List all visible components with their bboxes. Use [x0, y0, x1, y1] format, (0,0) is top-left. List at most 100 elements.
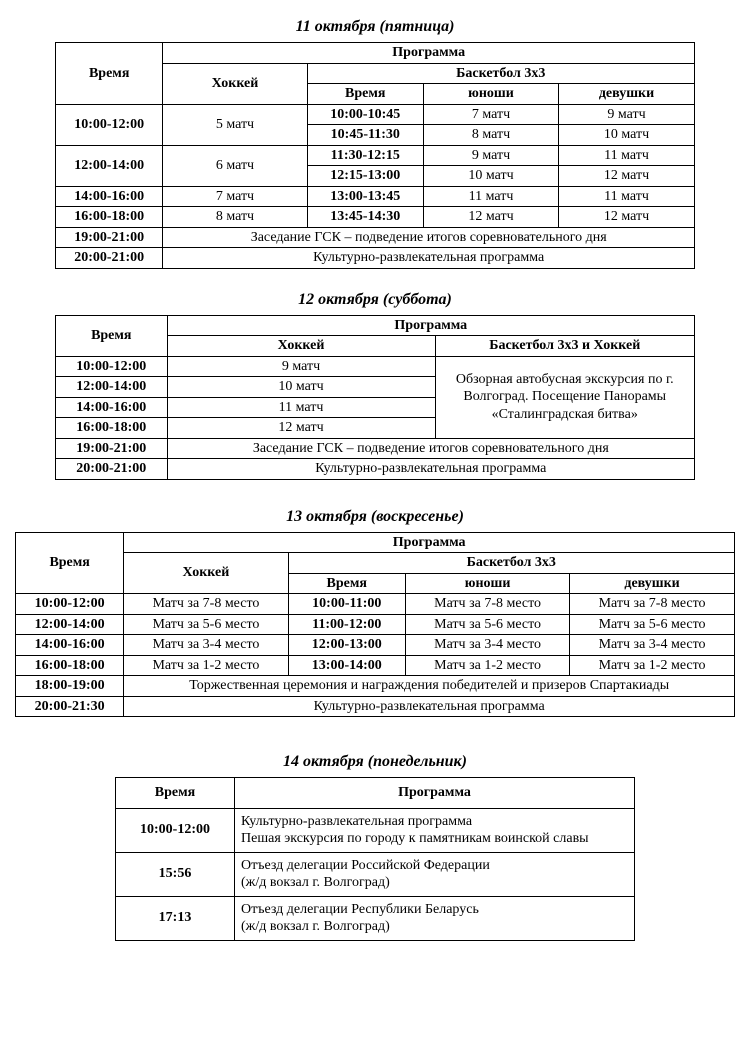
table-cell: 10:45-11:30	[307, 125, 423, 146]
table-cell: Культурно-развлекательная программа	[163, 248, 695, 269]
table-cell: 10:00-12:00	[116, 808, 235, 852]
table-cell: 13:45-14:30	[307, 207, 423, 228]
hdr-girls: девушки	[559, 84, 695, 105]
table-cell: 12:00-13:00	[288, 635, 406, 656]
table-cell: Матч за 7-8 место	[406, 594, 570, 615]
table-cell: 10 матч	[167, 377, 435, 398]
table-cell: 9 матч	[559, 104, 695, 125]
hdr-time: Время	[116, 778, 235, 809]
table-cell: Матч за 1-2 место	[406, 655, 570, 676]
table-cell: 15:56	[116, 852, 235, 896]
table-cell: 11:30-12:15	[307, 145, 423, 166]
table-cell: 10:00-10:45	[307, 104, 423, 125]
table-cell: 14:00-16:00	[56, 186, 163, 207]
table-cell: 5 матч	[163, 104, 307, 145]
table-cell: Матч за 7-8 место	[124, 594, 288, 615]
table-cell: 20:00-21:00	[56, 248, 163, 269]
table-cell: Отъезд делегации Российской Федерации (ж…	[235, 852, 635, 896]
table-cell: Матч за 3-4 место	[406, 635, 570, 656]
table-cell: 9 матч	[167, 356, 435, 377]
hdr-hockey: Хоккей	[163, 63, 307, 104]
table-cell: Матч за 5-6 место	[570, 614, 735, 635]
table-cell: 14:00-16:00	[56, 397, 168, 418]
table-cell: 12:00-14:00	[56, 145, 163, 186]
table-cell: 16:00-18:00	[56, 418, 168, 439]
table-cell: Культурно-развлекательная программа	[124, 696, 735, 717]
table-cell: 13:00-14:00	[288, 655, 406, 676]
hdr-basket: Баскетбол 3х3	[288, 553, 735, 574]
table-cell: 19:00-21:00	[56, 227, 163, 248]
table-cell: 8 матч	[423, 125, 558, 146]
table-cell: 10 матч	[559, 125, 695, 146]
hdr-hockey: Хоккей	[124, 553, 288, 594]
table-cell: 11:00-12:00	[288, 614, 406, 635]
day1-title: 11 октября (пятница)	[0, 18, 750, 36]
table-cell: Матч за 7-8 место	[570, 594, 735, 615]
table-cell: Торжественная церемония и награждения по…	[124, 676, 735, 697]
hdr-subtime: Время	[307, 84, 423, 105]
table-cell: Матч за 3-4 место	[124, 635, 288, 656]
table-cell: 10:00-11:00	[288, 594, 406, 615]
table-cell: Матч за 1-2 место	[124, 655, 288, 676]
day2-title: 12 октября (суббота)	[0, 291, 750, 309]
table-cell: 11 матч	[167, 397, 435, 418]
table-cell: Отъезд делегации Республики Беларусь (ж/…	[235, 896, 635, 940]
hdr-program: Программа	[163, 43, 695, 64]
table-cell: Обзорная автобусная экскурсия по г. Волг…	[435, 356, 695, 438]
day3-title: 13 октября (воскресенье)	[0, 508, 750, 526]
table-cell: 16:00-18:00	[16, 655, 124, 676]
hdr-program: Программа	[235, 778, 635, 809]
hdr-program: Программа	[167, 315, 694, 336]
hdr-basket: Баскетбол 3х3	[307, 63, 694, 84]
table-cell: 10 матч	[423, 166, 558, 187]
hdr-program: Программа	[124, 532, 735, 553]
table-cell: 11 матч	[423, 186, 558, 207]
table-cell: 10:00-12:00	[56, 356, 168, 377]
hdr-time: Время	[16, 532, 124, 594]
table-cell: 12 матч	[559, 207, 695, 228]
day4-table: Время Программа 10:00-12:00 Культурно-ра…	[115, 777, 635, 941]
table-cell: 10:00-12:00	[16, 594, 124, 615]
table-cell: Заседание ГСК – подведение итогов соревн…	[163, 227, 695, 248]
table-cell: Матч за 1-2 место	[570, 655, 735, 676]
table-cell: 20:00-21:30	[16, 696, 124, 717]
hdr-girls: девушки	[570, 573, 735, 594]
table-cell: 17:13	[116, 896, 235, 940]
table-cell: 13:00-13:45	[307, 186, 423, 207]
hdr-boys: юноши	[423, 84, 558, 105]
table-cell: 20:00-21:00	[56, 459, 168, 480]
table-cell: 7 матч	[423, 104, 558, 125]
table-cell: 19:00-21:00	[56, 438, 168, 459]
day3-table: Время Программа Хоккей Баскетбол 3х3 Вре…	[15, 532, 735, 718]
hdr-basket: Баскетбол 3х3 и Хоккей	[435, 336, 695, 357]
table-cell: 11 матч	[559, 145, 695, 166]
table-cell: 12:00-14:00	[16, 614, 124, 635]
table-cell: Культурно-развлекательная программа	[167, 459, 694, 480]
table-cell: 12:15-13:00	[307, 166, 423, 187]
table-cell: Заседание ГСК – подведение итогов соревн…	[167, 438, 694, 459]
table-cell: 12 матч	[559, 166, 695, 187]
table-cell: 16:00-18:00	[56, 207, 163, 228]
table-cell: Культурно-развлекательная программа Пеша…	[235, 808, 635, 852]
table-cell: 11 матч	[559, 186, 695, 207]
table-cell: 9 матч	[423, 145, 558, 166]
table-cell: 6 матч	[163, 145, 307, 186]
hdr-boys: юноши	[406, 573, 570, 594]
hdr-time: Время	[56, 315, 168, 356]
table-cell: 12 матч	[423, 207, 558, 228]
hdr-hockey: Хоккей	[167, 336, 435, 357]
hdr-subtime: Время	[288, 573, 406, 594]
table-cell: 14:00-16:00	[16, 635, 124, 656]
table-cell: 10:00-12:00	[56, 104, 163, 145]
day1-table: Время Программа Хоккей Баскетбол 3х3 Вре…	[55, 42, 695, 269]
hdr-time: Время	[56, 43, 163, 105]
table-cell: Матч за 5-6 место	[406, 614, 570, 635]
table-cell: Матч за 5-6 место	[124, 614, 288, 635]
table-cell: Матч за 3-4 место	[570, 635, 735, 656]
table-cell: 18:00-19:00	[16, 676, 124, 697]
day4-title: 14 октября (понедельник)	[0, 753, 750, 771]
table-cell: 12 матч	[167, 418, 435, 439]
table-cell: 8 матч	[163, 207, 307, 228]
table-cell: 12:00-14:00	[56, 377, 168, 398]
table-cell: 7 матч	[163, 186, 307, 207]
